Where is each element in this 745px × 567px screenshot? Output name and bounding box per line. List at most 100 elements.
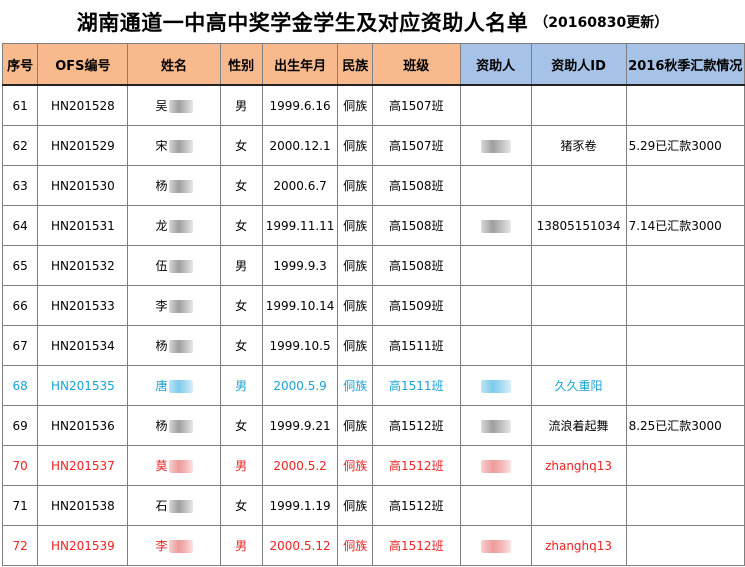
cell-remittance-status[interactable] xyxy=(625,325,745,366)
cell-ethnicity[interactable]: 侗族 xyxy=(337,405,373,446)
cell-sponsor-id[interactable] xyxy=(530,285,627,326)
cell-birth-date[interactable]: 1999.10.5 xyxy=(261,325,339,366)
cell-sponsor-id[interactable] xyxy=(530,325,627,366)
cell-ofs-id[interactable]: HN201531 xyxy=(37,205,129,246)
cell-class[interactable]: 高1511班 xyxy=(371,365,461,406)
cell-class[interactable]: 高1512班 xyxy=(371,445,461,486)
cell-serial-number[interactable]: 68 xyxy=(1,365,39,406)
cell-gender[interactable]: 女 xyxy=(219,125,263,166)
cell-remittance-status[interactable] xyxy=(625,84,745,126)
column-header-ofs[interactable]: OFS编号 xyxy=(37,43,129,86)
cell-remittance-status[interactable] xyxy=(625,285,745,326)
cell-student-name[interactable]: 李 xyxy=(127,285,221,326)
table-row[interactable]: 62 HN201529 宋 女 2000.12.1 侗族 高1507班 猪豕卷 5.29已汇款3… xyxy=(1,125,745,166)
cell-ofs-id[interactable]: HN201533 xyxy=(37,285,129,326)
table-row[interactable]: 72 HN201539 李 男 2000.5.12 侗族 高1512班 zhanghq13 xyxy=(1,525,745,566)
cell-ethnicity[interactable]: 侗族 xyxy=(337,165,373,206)
cell-serial-number[interactable]: 65 xyxy=(1,245,39,286)
cell-gender[interactable]: 男 xyxy=(219,445,263,486)
table-row[interactable]: 70 HN201537 莫 男 2000.5.2 侗族 高1512班 zhanghq13 xyxy=(1,445,745,486)
cell-student-name[interactable]: 石 xyxy=(127,485,221,526)
table-row[interactable]: 68 HN201535 唐 男 2000.5.9 侗族 高1511班 久久重阳 xyxy=(1,365,745,406)
cell-sponsor-id[interactable]: 猪豕卷 xyxy=(530,125,627,166)
column-header-gender[interactable]: 性别 xyxy=(219,43,263,86)
cell-gender[interactable]: 女 xyxy=(219,325,263,366)
cell-sponsor-id[interactable]: 流浪着起舞 xyxy=(530,405,627,446)
cell-class[interactable]: 高1507班 xyxy=(371,125,461,166)
cell-gender[interactable]: 男 xyxy=(219,84,263,126)
cell-student-name[interactable]: 杨 xyxy=(127,405,221,446)
cell-remittance-status[interactable] xyxy=(625,445,745,486)
cell-student-name[interactable]: 李 xyxy=(127,525,221,566)
cell-student-name[interactable]: 唐 xyxy=(127,365,221,406)
cell-birth-date[interactable]: 1999.10.14 xyxy=(261,285,339,326)
cell-birth-date[interactable]: 2000.5.12 xyxy=(261,525,339,566)
cell-ofs-id[interactable]: HN201536 xyxy=(37,405,129,446)
cell-ofs-id[interactable]: HN201532 xyxy=(37,245,129,286)
cell-ethnicity[interactable]: 侗族 xyxy=(337,125,373,166)
column-header-class[interactable]: 班级 xyxy=(371,43,461,86)
cell-birth-date[interactable]: 1999.6.16 xyxy=(261,84,339,126)
cell-class[interactable]: 高1507班 xyxy=(371,84,461,126)
table-row[interactable]: 71 HN201538 石 女 1999.1.19 侗族 高1512班 xyxy=(1,485,745,526)
cell-sponsor[interactable] xyxy=(459,485,532,526)
cell-sponsor-id[interactable]: zhanghq13 xyxy=(530,525,627,566)
cell-remittance-status[interactable]: 5.29已汇款3000 xyxy=(625,125,745,166)
cell-ethnicity[interactable]: 侗族 xyxy=(337,84,373,126)
cell-serial-number[interactable]: 66 xyxy=(1,285,39,326)
table-row[interactable]: 67 HN201534 杨 女 1999.10.5 侗族 高1511班 xyxy=(1,325,745,366)
cell-sponsor[interactable] xyxy=(459,525,532,566)
cell-student-name[interactable]: 伍 xyxy=(127,245,221,286)
cell-student-name[interactable]: 杨 xyxy=(127,165,221,206)
table-row[interactable]: 69 HN201536 杨 女 1999.9.21 侗族 高1512班 流浪着起舞 8.25已汇… xyxy=(1,405,745,446)
cell-ethnicity[interactable]: 侗族 xyxy=(337,485,373,526)
cell-birth-date[interactable]: 2000.6.7 xyxy=(261,165,339,206)
cell-ethnicity[interactable]: 侗族 xyxy=(337,365,373,406)
cell-sponsor[interactable] xyxy=(459,405,532,446)
cell-class[interactable]: 高1512班 xyxy=(371,405,461,446)
cell-birth-date[interactable]: 1999.1.19 xyxy=(261,485,339,526)
column-header-no[interactable]: 序号 xyxy=(1,43,39,86)
cell-sponsor-id[interactable]: 13805151034 xyxy=(530,205,627,246)
cell-serial-number[interactable]: 69 xyxy=(1,405,39,446)
cell-remittance-status[interactable] xyxy=(625,245,745,286)
cell-ethnicity[interactable]: 侗族 xyxy=(337,525,373,566)
column-header-birth[interactable]: 出生年月 xyxy=(261,43,339,86)
cell-sponsor[interactable] xyxy=(459,165,532,206)
cell-serial-number[interactable]: 64 xyxy=(1,205,39,246)
table-row[interactable]: 63 HN201530 杨 女 2000.6.7 侗族 高1508班 xyxy=(1,165,745,206)
cell-birth-date[interactable]: 2000.12.1 xyxy=(261,125,339,166)
table-row[interactable]: 61 HN201528 吴 男 1999.6.16 侗族 高1507班 xyxy=(1,84,745,126)
cell-ofs-id[interactable]: HN201539 xyxy=(37,525,129,566)
cell-ofs-id[interactable]: HN201535 xyxy=(37,365,129,406)
cell-ofs-id[interactable]: HN201537 xyxy=(37,445,129,486)
cell-remittance-status[interactable]: 8.25已汇款3000 xyxy=(625,405,745,446)
cell-gender[interactable]: 女 xyxy=(219,165,263,206)
cell-sponsor[interactable] xyxy=(459,245,532,286)
cell-gender[interactable]: 男 xyxy=(219,245,263,286)
cell-gender[interactable]: 女 xyxy=(219,285,263,326)
cell-sponsor-id[interactable] xyxy=(530,84,627,126)
cell-sponsor[interactable] xyxy=(459,445,532,486)
cell-sponsor[interactable] xyxy=(459,285,532,326)
column-header-ethnic[interactable]: 民族 xyxy=(337,43,373,86)
cell-class[interactable]: 高1508班 xyxy=(371,205,461,246)
cell-sponsor[interactable] xyxy=(459,125,532,166)
cell-sponsor-id[interactable]: zhanghq13 xyxy=(530,445,627,486)
cell-sponsor-id[interactable]: 久久重阳 xyxy=(530,365,627,406)
cell-ethnicity[interactable]: 侗族 xyxy=(337,445,373,486)
cell-birth-date[interactable]: 2000.5.2 xyxy=(261,445,339,486)
cell-sponsor[interactable] xyxy=(459,325,532,366)
cell-class[interactable]: 高1512班 xyxy=(371,485,461,526)
cell-sponsor-id[interactable] xyxy=(530,485,627,526)
cell-ofs-id[interactable]: HN201528 xyxy=(37,84,129,126)
cell-gender[interactable]: 女 xyxy=(219,205,263,246)
table-row[interactable]: 64 HN201531 龙 女 1999.11.11 侗族 高1508班 1380515103… xyxy=(1,205,745,246)
cell-serial-number[interactable]: 72 xyxy=(1,525,39,566)
cell-class[interactable]: 高1512班 xyxy=(371,525,461,566)
cell-ethnicity[interactable]: 侗族 xyxy=(337,205,373,246)
cell-sponsor[interactable] xyxy=(459,205,532,246)
cell-serial-number[interactable]: 62 xyxy=(1,125,39,166)
cell-ofs-id[interactable]: HN201534 xyxy=(37,325,129,366)
cell-remittance-status[interactable] xyxy=(625,165,745,206)
